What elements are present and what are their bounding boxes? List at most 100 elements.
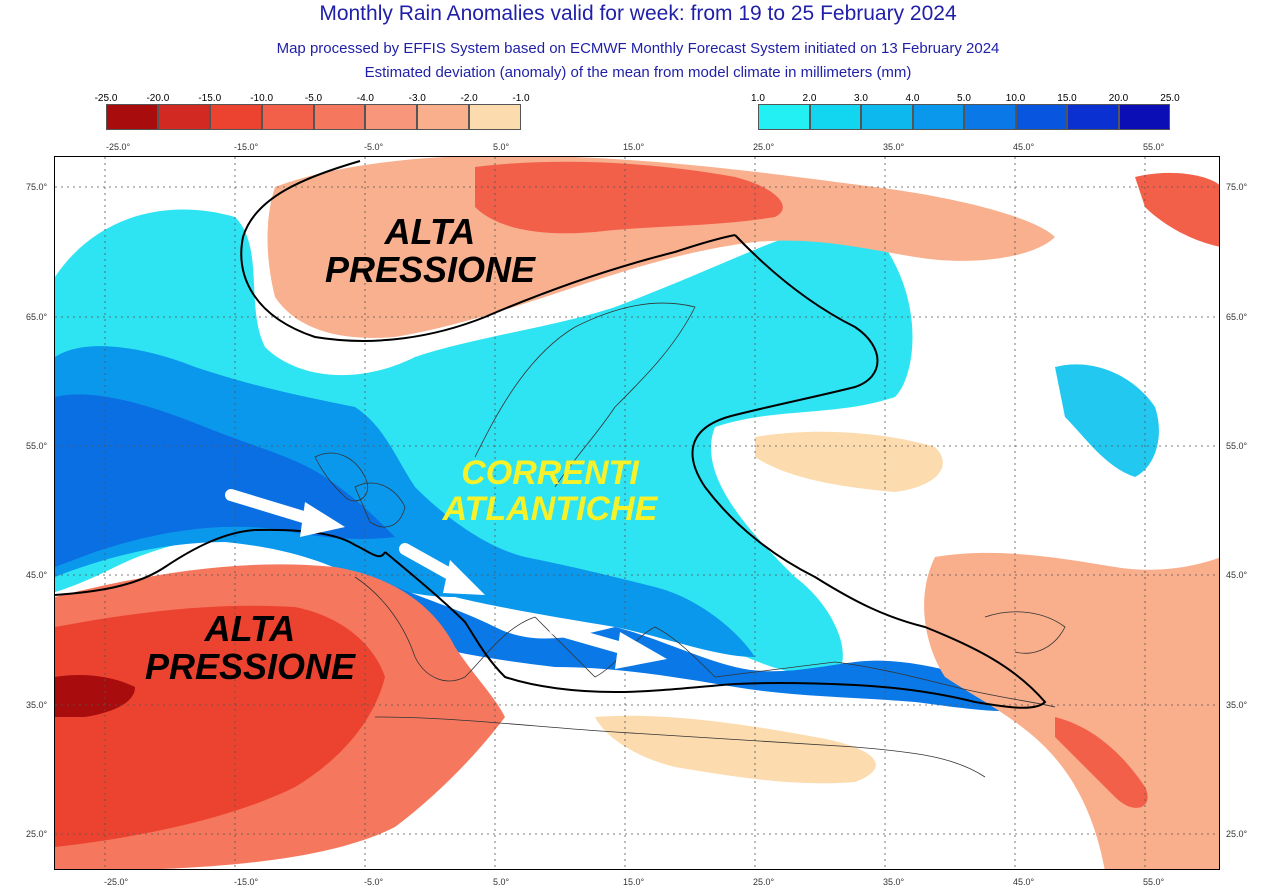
legend-positive-swatch xyxy=(861,104,913,130)
legend-negative-swatch xyxy=(469,104,521,130)
lon-label-top: 25.0° xyxy=(753,142,775,152)
anomaly-area-positive-mediterranean xyxy=(375,577,1045,712)
legend-negative-label: -15.0 xyxy=(198,93,222,104)
annotation-line: PRESSIONE xyxy=(144,645,356,687)
anomaly-area-negative-north-strong xyxy=(475,161,783,234)
lon-label-top: -25.0° xyxy=(106,142,131,152)
annotation-line: ALTA xyxy=(384,211,476,252)
lon-label-bottom: 25.0° xyxy=(753,877,775,887)
legend-negative-swatch xyxy=(417,104,470,130)
arrow-icon xyxy=(225,489,345,537)
lon-label-top: 45.0° xyxy=(1013,142,1035,152)
legend-negative-label: -4.0 xyxy=(356,93,374,104)
legend-positive-swatch xyxy=(964,104,1016,130)
map-subtitle-source: Map processed by EFFIS System based on E… xyxy=(276,40,1000,57)
anomaly-area-negative-southeast-strong xyxy=(1055,717,1148,808)
anomaly-area-negative-northeast xyxy=(1135,172,1219,247)
legend-negative-swatch xyxy=(261,104,314,130)
map-subtitle-units: Estimated deviation (anomaly) of the mea… xyxy=(364,64,912,81)
legend-positive-label: 10.0 xyxy=(1005,93,1026,104)
legend-negative-swatch xyxy=(157,104,210,130)
legend-positive-swatch xyxy=(1118,104,1170,130)
anomaly-area-negative-southwest-core xyxy=(55,675,135,717)
lon-label-bottom: 55.0° xyxy=(1143,877,1165,887)
lon-label-bottom: 45.0° xyxy=(1013,877,1035,887)
legend-positive-label: 4.0 xyxy=(905,93,920,104)
lat-label-right: 45.0° xyxy=(1226,570,1248,580)
anomaly-area-negative-light xyxy=(755,431,943,492)
lat-lon-grid xyxy=(55,157,1219,869)
anomaly-area-positive-east-spot xyxy=(1055,364,1159,477)
annotation-line: ALTA xyxy=(204,608,296,649)
annotation-line: ATLANTICHE xyxy=(442,489,658,528)
lat-label-left: 65.0° xyxy=(26,312,48,322)
high-pressure-boundary-north xyxy=(240,160,736,342)
legend-positive-swatch xyxy=(758,104,810,130)
lon-label-top: 35.0° xyxy=(883,142,905,152)
lon-label-top: -5.0° xyxy=(364,142,384,152)
lon-label-bottom: -25.0° xyxy=(104,877,129,887)
legend-positive-label: 1.0 xyxy=(751,93,765,104)
legend-negative-swatch xyxy=(209,104,262,130)
annotation-line: PRESSIONE xyxy=(324,248,536,290)
legend-negative-label: -20.0 xyxy=(146,93,170,104)
lon-label-top: -15.0° xyxy=(234,142,259,152)
lat-label-left: 45.0° xyxy=(26,570,48,580)
anomaly-area-negative-light xyxy=(595,715,876,784)
legend-negative-colorbar: -25.0 -20.0 -15.0 -10.0 -5.0 -4.0 -3.0 -2.0 -1.0 xyxy=(88,93,538,133)
anomaly-area-positive-strong xyxy=(55,346,755,657)
anomaly-area-negative-southeast xyxy=(924,552,1219,869)
legend-positive-label: 20.0 xyxy=(1108,93,1129,104)
legend-positive-label: 15.0 xyxy=(1057,93,1077,104)
legend-positive-swatch xyxy=(912,104,964,130)
legend-positive-label: 3.0 xyxy=(854,93,868,104)
legend-positive-swatch xyxy=(809,104,861,130)
lon-label-bottom: 5.0° xyxy=(493,877,510,887)
lon-label-top: 15.0° xyxy=(623,142,645,152)
lat-label-left: 55.0° xyxy=(26,441,48,451)
lat-label-left: 35.0° xyxy=(26,700,48,710)
lat-label-right: 35.0° xyxy=(1226,700,1248,710)
legend-negative-label: -1.0 xyxy=(512,93,530,104)
lat-label-left: 25.0° xyxy=(26,829,48,839)
legend-positive-label: 5.0 xyxy=(957,93,971,104)
legend-positive-colorbar: 1.0 2.0 3.0 4.0 5.0 10.0 15.0 20.0 25.0 xyxy=(740,93,1185,133)
lat-label-right: 25.0° xyxy=(1226,829,1248,839)
anomaly-map-canvas xyxy=(55,157,1219,869)
coastlines xyxy=(314,302,1066,778)
anomaly-area-negative-southwest-strong xyxy=(55,605,385,847)
lon-label-bottom: -5.0° xyxy=(364,877,384,887)
annotation-atlantic-currents: CORRENTI ATLANTICHE xyxy=(405,454,695,528)
anomaly-map xyxy=(54,156,1220,870)
lat-label-left: 75.0° xyxy=(26,182,48,192)
map-title: Monthly Rain Anomalies valid for week: f… xyxy=(319,2,957,25)
annotation-north-high-pressure: ALTA PRESSIONE xyxy=(300,213,560,289)
legend-negative-label: -3.0 xyxy=(408,93,426,104)
arrow-icon xyxy=(399,543,485,595)
legend-negative-label: -10.0 xyxy=(250,93,274,104)
lat-label-right: 55.0° xyxy=(1226,441,1248,451)
legend-negative-swatch xyxy=(313,104,366,130)
legend-positive-label: 25.0 xyxy=(1160,93,1180,104)
legend-negative-label: -25.0 xyxy=(94,93,118,104)
lat-label-right: 75.0° xyxy=(1226,182,1248,192)
anomaly-area-positive xyxy=(55,209,913,677)
legend-negative-swatch xyxy=(365,104,418,130)
lon-label-top: 55.0° xyxy=(1143,142,1165,152)
lon-label-top: 5.0° xyxy=(493,142,510,152)
atlantic-currents-boundary xyxy=(384,234,1047,709)
legend-positive-label: 2.0 xyxy=(802,93,817,104)
lon-label-bottom: 35.0° xyxy=(883,877,905,887)
legend-negative-label: -2.0 xyxy=(460,93,478,104)
annotation-south-high-pressure: ALTA PRESSIONE xyxy=(120,610,380,686)
legend-positive-swatch xyxy=(1015,104,1067,130)
legend-positive-swatch xyxy=(1067,104,1119,130)
arrow-icon xyxy=(549,623,667,669)
annotation-line: CORRENTI xyxy=(461,454,639,492)
high-pressure-boundary-south xyxy=(55,528,386,596)
lat-label-right: 65.0° xyxy=(1226,312,1248,322)
legend-negative-swatch xyxy=(106,104,158,130)
lon-label-bottom: -15.0° xyxy=(234,877,259,887)
anomaly-area-negative-north xyxy=(267,157,1055,338)
legend-negative-label: -5.0 xyxy=(304,93,323,104)
